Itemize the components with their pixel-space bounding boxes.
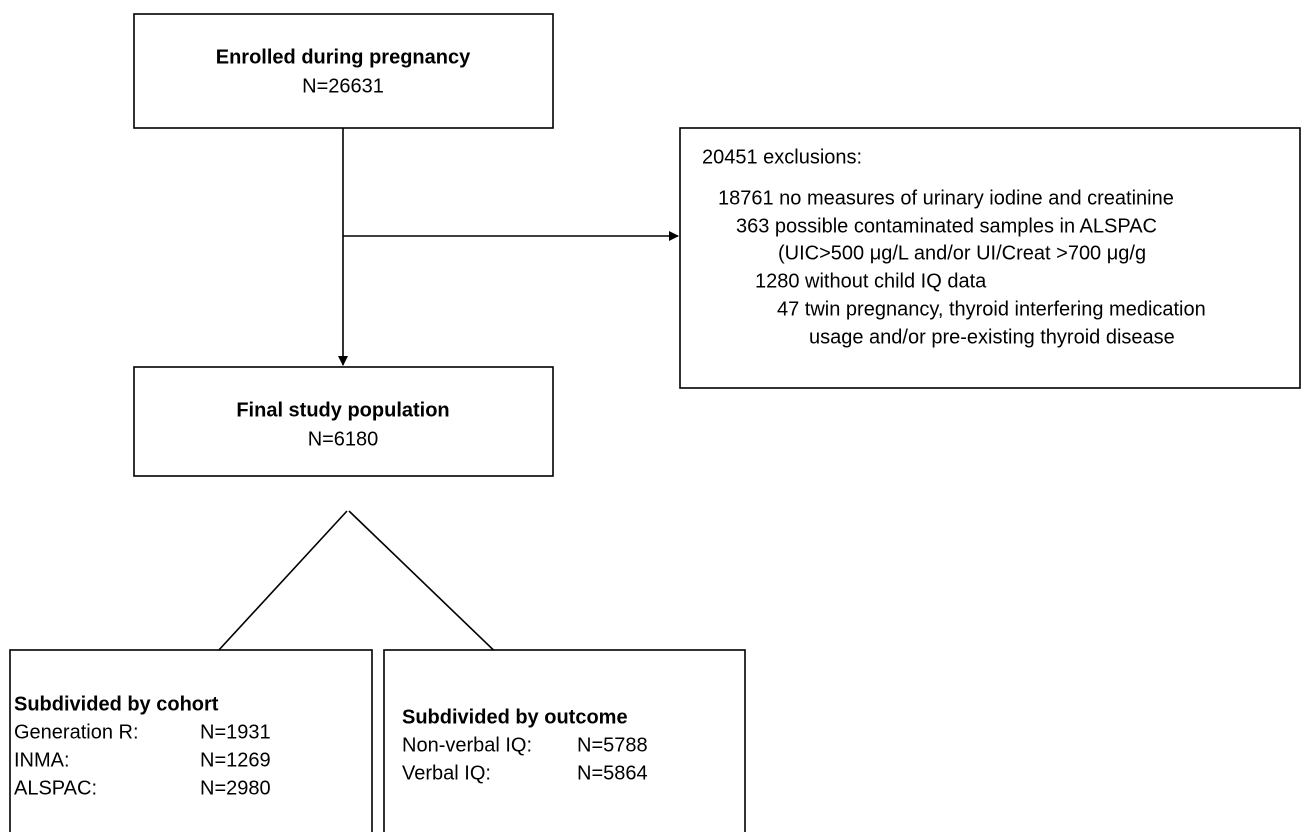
outcome-box bbox=[383, 649, 746, 837]
subgroup-title: Subdivided by outcome bbox=[402, 706, 628, 728]
row-value: N=5864 bbox=[577, 762, 648, 784]
arrow-outcome bbox=[348, 510, 509, 665]
row-value: N=1931 bbox=[200, 721, 271, 743]
row-label: ALSPAC: bbox=[14, 777, 97, 799]
exclusions-box bbox=[679, 127, 1301, 389]
row-label: Non-verbal IQ: bbox=[402, 734, 532, 756]
row-label: Verbal IQ: bbox=[402, 762, 491, 784]
enrolled-box bbox=[133, 13, 554, 129]
row-value: N=2980 bbox=[200, 777, 271, 799]
node-title: Final study population bbox=[236, 399, 449, 421]
node-count: N=26631 bbox=[302, 75, 384, 97]
exclusion-line: (UIC>500 μg/L and/or UI/Creat >700 μg/g bbox=[778, 242, 1146, 264]
node-title: Enrolled during pregnancy bbox=[216, 46, 471, 68]
exclusion-line: 1280 without child IQ data bbox=[755, 270, 987, 292]
node-count: N=6180 bbox=[308, 428, 379, 450]
row-label: INMA: bbox=[14, 749, 70, 771]
cohort-box bbox=[9, 649, 373, 837]
row-value: N=1269 bbox=[200, 749, 271, 771]
subgroup-title: Subdivided by cohort bbox=[14, 693, 219, 715]
exclusion-line: 47 twin pregnancy, thyroid interfering m… bbox=[777, 298, 1206, 320]
row-value: N=5788 bbox=[577, 734, 648, 756]
exclusion-line: 363 possible contaminated samples in ALS… bbox=[736, 215, 1157, 237]
final-box bbox=[133, 366, 554, 477]
row-label: Generation R: bbox=[14, 721, 139, 743]
arrow-cohort bbox=[205, 510, 348, 665]
exclusion-line: 18761 no measures of urinary iodine and … bbox=[718, 187, 1174, 209]
exclusion-line: 20451 exclusions: bbox=[702, 146, 862, 168]
exclusion-line: usage and/or pre-existing thyroid diseas… bbox=[809, 326, 1175, 348]
